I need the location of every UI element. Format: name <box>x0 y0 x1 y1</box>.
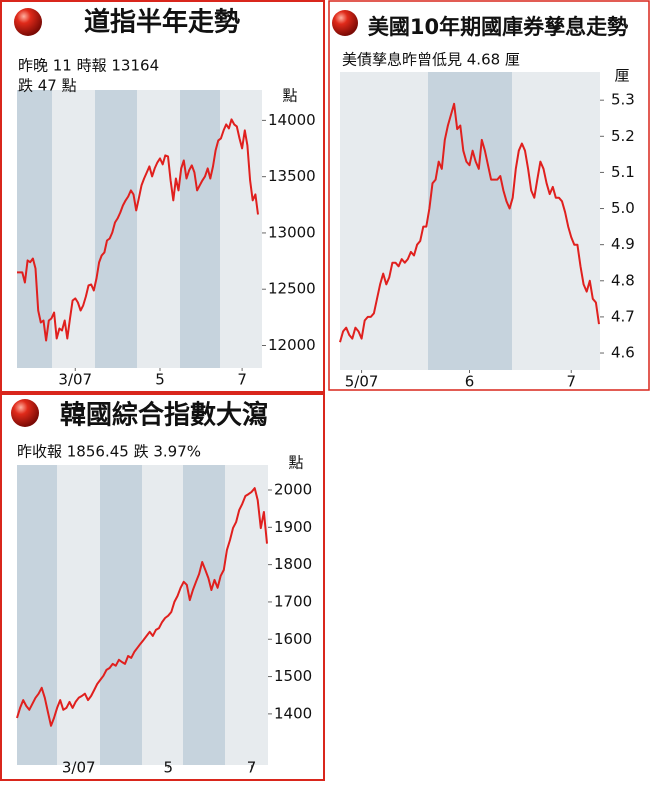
x-tick-label: 5 <box>163 759 173 777</box>
panel-border <box>0 393 325 781</box>
y-tick-label: 5.3 <box>611 91 635 109</box>
chart-title: 韓國綜合指數大瀉 <box>60 400 268 431</box>
month-band <box>180 90 220 368</box>
month-band <box>340 72 428 370</box>
month-band <box>52 90 95 368</box>
x-tick-label: 6 <box>465 373 475 391</box>
y-tick-label: 1700 <box>274 592 312 610</box>
subtitle: 昨晚 11 時報 13164 <box>18 57 159 75</box>
y-tick-label: 1400 <box>274 704 312 722</box>
line-series <box>16 487 268 727</box>
month-band <box>57 465 100 765</box>
month-band <box>220 90 262 368</box>
line-series <box>17 118 259 342</box>
y-tick-label: 13000 <box>268 223 316 241</box>
y-tick-label: 4.9 <box>611 235 635 253</box>
chart-title: 美國10年期國庫券孳息走勢 <box>368 15 628 39</box>
title-icon <box>14 8 42 36</box>
month-band <box>100 465 142 765</box>
month-band <box>512 72 600 370</box>
panel-border <box>328 0 650 391</box>
month-band <box>95 90 137 368</box>
chart-title: 道指半年走勢 <box>84 7 240 38</box>
y-tick-label: 13500 <box>268 167 316 185</box>
y-tick-label: 4.6 <box>611 344 635 362</box>
x-tick-label: 5 <box>155 371 165 389</box>
panel-border <box>0 0 325 393</box>
y-tick-label: 4.7 <box>611 307 635 325</box>
y-axis-unit: 厘 <box>614 67 629 85</box>
month-band <box>17 90 52 368</box>
y-tick-label: 1900 <box>274 518 312 536</box>
y-tick-label: 5.2 <box>611 127 635 145</box>
x-tick-label: 7 <box>247 759 257 777</box>
y-tick-label: 1800 <box>274 555 312 573</box>
month-band <box>137 90 180 368</box>
y-tick-label: 1500 <box>274 667 312 685</box>
title-icon <box>11 399 39 427</box>
y-tick-label: 5.1 <box>611 163 635 181</box>
subtitle: 跌 47 點 <box>18 77 77 95</box>
title-icon <box>332 10 358 36</box>
subtitle: 美債孳息昨曾低見 4.68 厘 <box>342 51 520 69</box>
y-axis-unit: 點 <box>288 454 303 472</box>
y-tick-label: 1600 <box>274 630 312 648</box>
x-tick-label: 3/07 <box>62 759 96 777</box>
month-band <box>17 465 57 765</box>
x-tick-label: 7 <box>566 373 576 391</box>
subtitle: 昨收報 1856.45 跌 3.97% <box>17 443 201 461</box>
month-band <box>225 465 268 765</box>
y-tick-label: 12000 <box>268 336 316 354</box>
y-axis-unit: 點 <box>282 87 297 105</box>
y-tick-label: 12500 <box>268 280 316 298</box>
line-series <box>339 102 600 343</box>
month-band <box>428 72 512 370</box>
y-tick-label: 14000 <box>268 111 316 129</box>
month-band <box>142 465 183 765</box>
y-tick-label: 4.8 <box>611 271 635 289</box>
y-tick-label: 5.0 <box>611 199 635 217</box>
y-tick-label: 2000 <box>274 481 312 499</box>
x-tick-label: 7 <box>237 371 247 389</box>
month-band <box>183 465 225 765</box>
x-tick-label: 5/07 <box>345 373 379 391</box>
x-tick-label: 3/07 <box>58 371 92 389</box>
